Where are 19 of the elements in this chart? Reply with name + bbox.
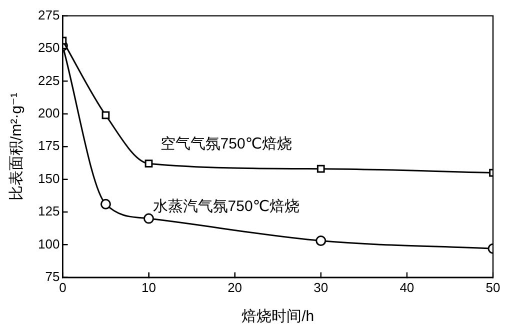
series-label: 水蒸汽气氛750℃焙烧: [152, 198, 300, 216]
y-tick-label: 175: [38, 138, 60, 154]
y-tick-label: 75: [45, 268, 60, 284]
x-tick-label: 20: [228, 280, 242, 295]
x-tick-label: 40: [400, 280, 414, 295]
x-tick-label: 50: [486, 280, 500, 295]
series-label: 空气气氛750℃焙烧: [160, 136, 292, 153]
x-axis-title: 焙烧时间/h: [242, 308, 314, 326]
y-tick-label: 200: [38, 105, 60, 120]
x-tick-label: 0: [59, 280, 66, 295]
x-tick-label: 30: [314, 280, 328, 295]
y-tick-label: 275: [38, 7, 60, 22]
y-axis-title: 比表面积/m²·g⁻¹: [8, 92, 26, 201]
y-tick-label: 150: [38, 170, 60, 186]
y-tick-label: 225: [38, 72, 60, 88]
y-tick-label: 100: [38, 236, 60, 252]
x-tick-label: 10: [142, 280, 156, 295]
y-tick-label: 125: [38, 204, 60, 219]
y-tick-label: 250: [38, 40, 60, 56]
